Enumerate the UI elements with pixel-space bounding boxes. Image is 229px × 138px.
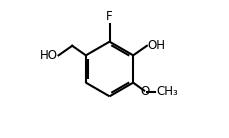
Text: O: O [140, 85, 150, 98]
Text: OH: OH [147, 39, 165, 52]
Text: F: F [106, 10, 112, 23]
Text: CH₃: CH₃ [155, 85, 177, 98]
Text: HO: HO [40, 49, 58, 62]
